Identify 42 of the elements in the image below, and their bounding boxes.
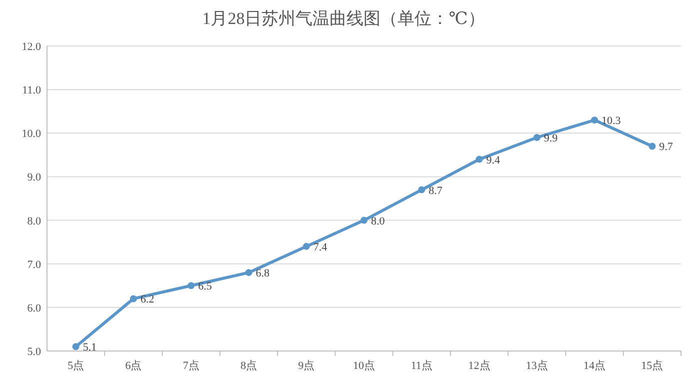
data-label: 9.9 xyxy=(544,132,558,144)
y-tick-label: 11.0 xyxy=(22,84,42,97)
point xyxy=(245,269,252,276)
x-tick-label: 11点 xyxy=(410,359,432,372)
data-label: 7.4 xyxy=(313,241,328,254)
point xyxy=(72,343,80,350)
point xyxy=(533,134,540,141)
y-tick-label: 8.0 xyxy=(27,215,42,228)
y-tick-label: 7.0 xyxy=(27,258,42,271)
y-tick-label: 12.0 xyxy=(22,41,42,53)
point xyxy=(188,282,195,290)
x-tick-label: 10点 xyxy=(353,359,375,372)
point xyxy=(130,295,137,302)
y-tick-label: 6.0 xyxy=(27,302,42,314)
data-label: 6.5 xyxy=(198,280,212,293)
x-tick-label: 15点 xyxy=(641,359,664,372)
x-tick-label: 13点 xyxy=(526,359,548,372)
point xyxy=(302,242,310,250)
data-label: 5.1 xyxy=(82,342,97,354)
chart-title: 1月28日苏州气温曲线图（单位：℃） xyxy=(202,9,485,28)
x-tick-label: 9点 xyxy=(298,359,315,372)
point xyxy=(476,156,483,163)
data-label: 6.2 xyxy=(140,294,154,306)
data-label: 8.0 xyxy=(371,215,386,228)
y-tick-label: 10.0 xyxy=(22,128,42,140)
point xyxy=(648,142,656,150)
data-label: 8.7 xyxy=(428,184,443,197)
x-tick-label: 7点 xyxy=(182,359,200,372)
x-tick-label: 5点 xyxy=(68,359,84,372)
data-label: 6.8 xyxy=(256,268,270,280)
data-label: 10.3 xyxy=(602,115,622,128)
data-label: 9.7 xyxy=(659,141,674,154)
y-tick-label: 9.0 xyxy=(27,172,42,184)
point xyxy=(418,186,426,194)
point xyxy=(591,116,598,124)
point xyxy=(360,216,368,224)
x-tick-label: 12点 xyxy=(468,359,490,372)
x-tick-label: 8点 xyxy=(240,359,257,372)
x-tick-label: 6点 xyxy=(125,359,142,372)
x-tick-label: 14点 xyxy=(584,359,606,372)
y-tick-label: 5.0 xyxy=(27,346,42,358)
data-label: 9.4 xyxy=(486,154,501,166)
